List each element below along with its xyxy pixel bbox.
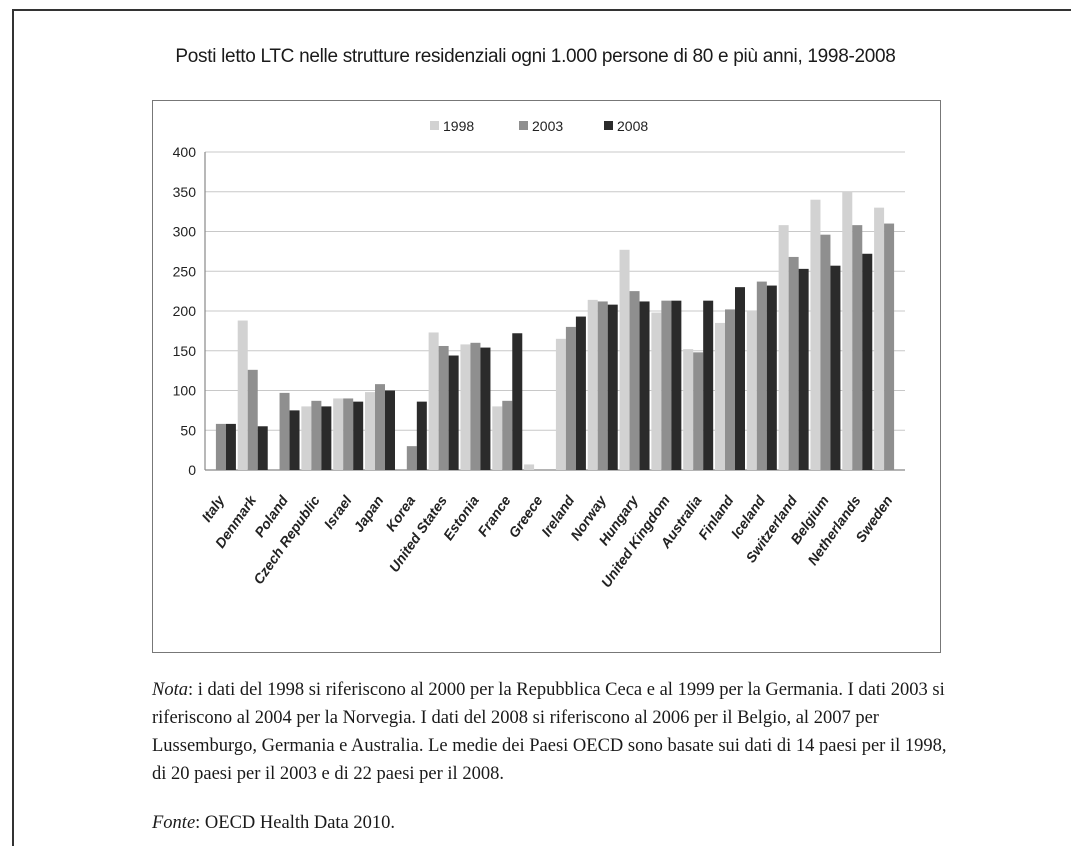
bar-1998 (746, 311, 757, 470)
bar-2008 (671, 300, 682, 470)
bar-2008 (639, 301, 650, 470)
legend-swatch-1998 (430, 121, 439, 130)
bar-2008 (575, 316, 586, 470)
bar-2003 (820, 234, 831, 470)
figure-note: Nota: i dati del 1998 si riferiscono al … (152, 676, 952, 788)
bar-1998 (683, 349, 694, 470)
bar-2008 (385, 390, 395, 470)
bar-2003 (629, 291, 640, 470)
bar-2003 (502, 400, 513, 470)
chart-title: Posti letto LTC nelle strutture residenz… (175, 46, 896, 67)
bar-1998 (460, 344, 471, 470)
bar-2003 (311, 400, 322, 470)
note-text: : i dati del 1998 si riferiscono al 2000… (152, 680, 947, 784)
y-tick-label: 300 (173, 224, 197, 240)
bar-1998 (778, 225, 789, 470)
legend-label: 2003 (532, 118, 563, 134)
bar-1998 (842, 191, 853, 470)
bar-2008 (321, 406, 332, 470)
y-tick-label: 0 (188, 462, 196, 478)
y-tick-label: 100 (173, 383, 197, 399)
note-label: Nota (152, 680, 188, 700)
bar-2008 (703, 300, 714, 470)
bar-2003 (375, 384, 385, 470)
bar-2003 (852, 225, 863, 470)
bar-1998 (365, 392, 375, 470)
bar-2008 (480, 347, 491, 470)
bar-2008 (225, 423, 236, 470)
bar-1998 (333, 398, 344, 470)
bar-2008 (512, 333, 523, 470)
bar-2008 (607, 304, 618, 470)
bar-2003 (565, 326, 576, 470)
bar-2008 (353, 401, 364, 470)
bar-1998 (874, 207, 885, 470)
bar-2008 (830, 265, 841, 470)
bar-1998 (492, 406, 503, 470)
bar-1998 (237, 320, 248, 470)
bar-2003 (343, 398, 354, 470)
y-tick-label: 250 (173, 263, 197, 279)
figure-frame (12, 9, 1071, 846)
bar-2003 (470, 342, 481, 470)
bar-1998 (810, 199, 821, 470)
bar-2003 (693, 352, 704, 470)
y-tick-label: 200 (173, 303, 197, 319)
bar-2003 (788, 256, 799, 470)
bar-2003 (215, 423, 226, 470)
x-tick-label: Japan (350, 493, 386, 535)
bar-2008 (448, 355, 459, 470)
bar-1998 (524, 464, 535, 470)
bar-2003 (661, 300, 672, 470)
bar-2003 (438, 345, 449, 470)
bar-2008 (798, 268, 809, 470)
bar-2008 (735, 287, 745, 470)
legend-swatch-2008 (604, 121, 613, 130)
bar-2003 (597, 301, 608, 470)
legend-label: 2008 (617, 118, 648, 134)
bar-1998 (587, 299, 598, 470)
source-text: : OECD Health Data 2010. (195, 813, 396, 833)
y-tick-label: 400 (173, 144, 197, 160)
legend-swatch-2003 (519, 121, 528, 130)
bar-2003 (725, 309, 735, 470)
y-tick-label: 150 (173, 343, 197, 359)
bar-2003 (406, 446, 417, 470)
bar-2003 (756, 281, 767, 470)
bar-1998 (555, 338, 566, 470)
source-label: Fonte (152, 813, 196, 833)
bar-1998 (428, 332, 439, 470)
legend-label: 1998 (443, 118, 474, 134)
x-tick-label: Italy (198, 492, 228, 525)
figure-source: Fonte: OECD Health Data 2010. (152, 813, 395, 834)
bar-2008 (416, 401, 427, 470)
bar-1998 (651, 312, 662, 470)
bar-2003 (247, 369, 258, 470)
bar-2003 (884, 223, 895, 470)
bar-2008 (766, 285, 777, 470)
bar-2008 (257, 426, 268, 470)
bar-1998 (715, 322, 725, 470)
y-tick-label: 50 (180, 422, 196, 438)
bar-2008 (289, 410, 300, 470)
x-tick-label: Greece (505, 492, 545, 540)
bar-1998 (619, 249, 630, 470)
bar-2003 (279, 392, 290, 470)
bar-1998 (301, 406, 312, 470)
bar-2008 (862, 253, 873, 470)
y-tick-label: 350 (173, 184, 197, 200)
